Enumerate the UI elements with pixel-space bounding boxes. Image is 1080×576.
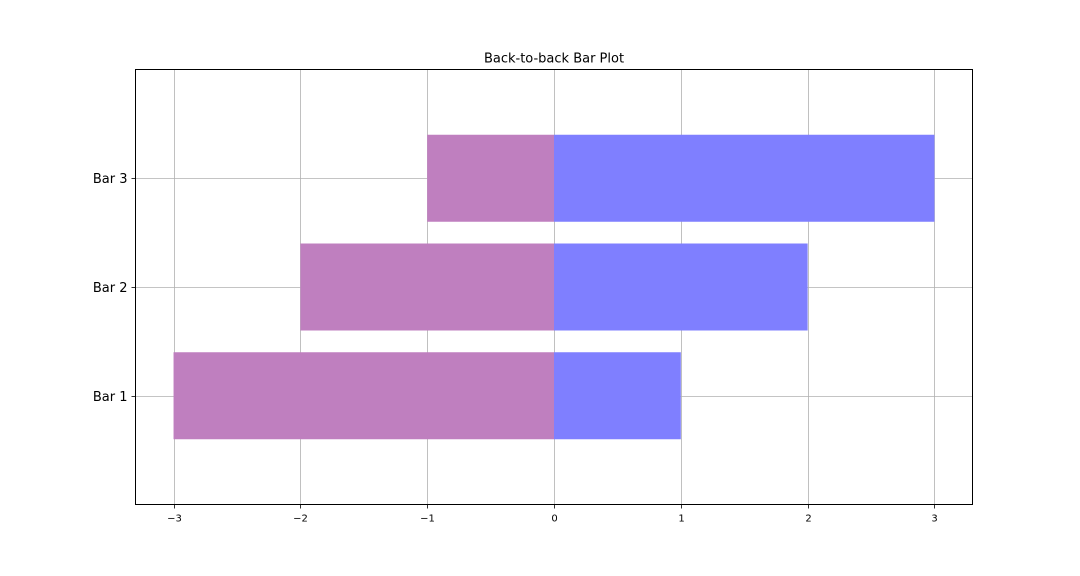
y-tick-label: Bar 1 (93, 390, 128, 405)
y-tick-label: Bar 2 (93, 281, 128, 296)
x-tick-label: 1 (678, 514, 684, 525)
x-tick-label: −1 (420, 514, 435, 525)
x-tick-label: −3 (167, 514, 182, 525)
x-tick-label: 3 (931, 514, 937, 525)
bar-negative-2 (300, 243, 554, 331)
x-tick-label: 2 (805, 514, 811, 525)
y-tick-label: Bar 3 (93, 172, 128, 187)
x-tick-label: −2 (293, 514, 308, 525)
bar-negative-3 (427, 134, 554, 222)
bar-negative-1 (173, 352, 554, 440)
bar-positive-2 (554, 243, 808, 331)
bar-positive-3 (554, 134, 935, 222)
bar-positive-1 (554, 352, 681, 440)
chart-title: Back-to-back Bar Plot (484, 52, 624, 67)
bars (173, 134, 935, 440)
x-tick-label: 0 (551, 514, 557, 525)
plot-frame (135, 69, 973, 505)
axis-ticks: −3 −2 −1 0 1 2 3 Bar 1 Bar 2 Bar 3 (93, 172, 938, 525)
